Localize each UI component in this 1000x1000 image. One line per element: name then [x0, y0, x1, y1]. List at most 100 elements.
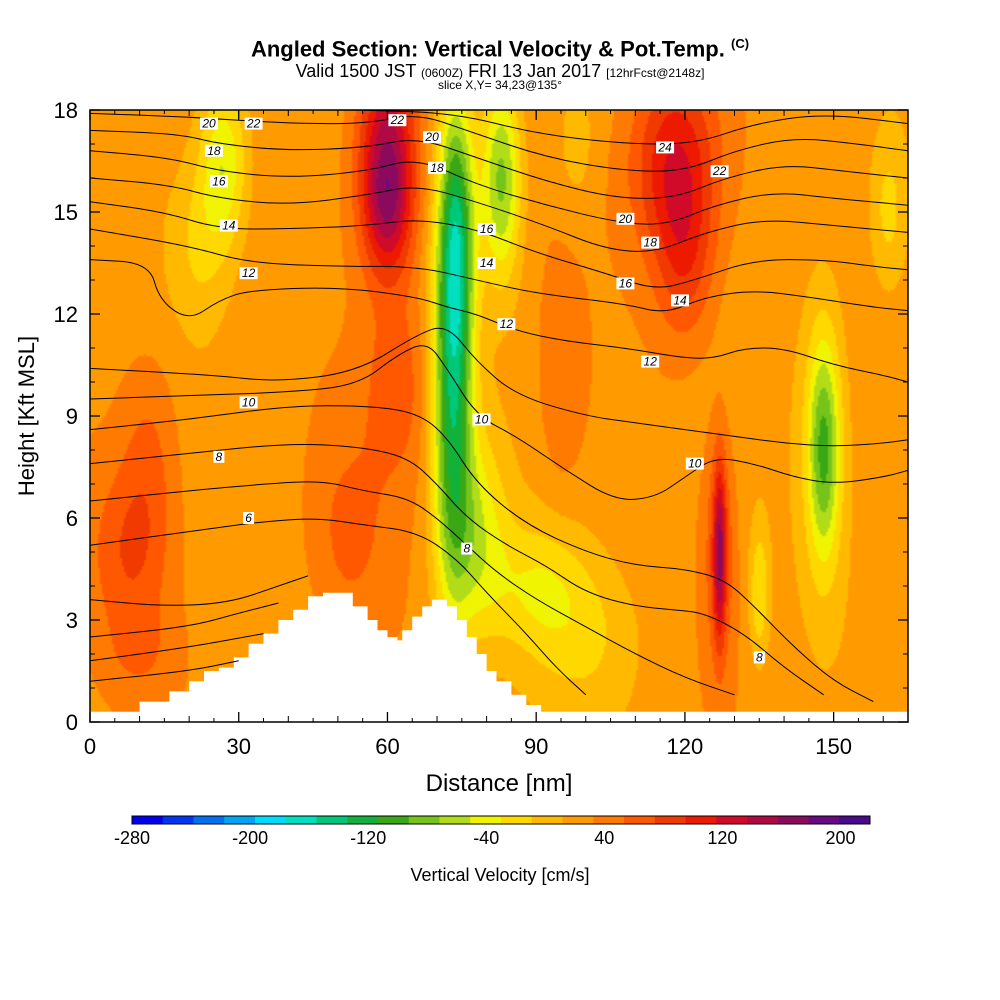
- terrain-mask: [90, 592, 908, 722]
- contour-label-text: 22: [712, 164, 727, 178]
- colorbar-swatch: [193, 816, 225, 824]
- contour-label: 20: [423, 130, 442, 144]
- theta-contour-line: [90, 327, 908, 447]
- x-tick-label: 150: [815, 734, 852, 759]
- contour-label-text: 16: [480, 222, 494, 236]
- contour-label-text: 22: [390, 113, 405, 127]
- colorbar-swatch: [531, 816, 563, 824]
- contour-label-bg: [204, 144, 223, 157]
- contour-label-text: 20: [201, 117, 216, 131]
- contour-label-bg: [616, 212, 635, 225]
- theta-contour-line: [90, 660, 239, 682]
- colorbar-swatch: [808, 816, 840, 824]
- contour-label-bg: [477, 223, 496, 235]
- colorbar-swatch: [439, 816, 471, 824]
- velocity-field: [90, 110, 908, 722]
- contour-label-text: 12: [242, 266, 256, 280]
- contour-label: 18: [428, 161, 446, 175]
- contour-label-bg: [239, 267, 258, 280]
- contour-label: 14: [477, 256, 496, 270]
- contour-label-bg: [209, 175, 228, 188]
- colorbar-tick-label: -200: [232, 828, 268, 848]
- colorbar-swatch: [132, 816, 164, 824]
- contour-label-text: 24: [657, 140, 672, 154]
- x-axis-label: Distance [nm]: [426, 770, 573, 797]
- y-tick-label: 12: [54, 302, 78, 327]
- contour-label-bg: [428, 161, 446, 174]
- colorbar-swatch: [162, 816, 194, 824]
- contour-label-text: 12: [644, 355, 658, 369]
- colorbar-frame: [131, 815, 871, 825]
- contour-label-bg: [497, 318, 516, 331]
- contour-label-text: 14: [222, 219, 236, 233]
- theta-contour-line: [90, 150, 908, 225]
- contour-label: 12: [641, 355, 660, 369]
- contour-label: 24: [656, 140, 675, 154]
- colorbar-tick-label: -280: [114, 828, 150, 848]
- title-unit: (C): [731, 36, 750, 51]
- contour-label-text: 22: [246, 117, 261, 131]
- contour-label: 22: [388, 113, 407, 127]
- y-tick-label: 18: [54, 98, 78, 123]
- theta-contour-line: [90, 481, 735, 696]
- colorbar-swatch: [654, 816, 686, 824]
- theta-contour-line: [90, 518, 587, 696]
- theta-contour-line: [90, 602, 279, 638]
- contour-label-text: 8: [756, 650, 763, 664]
- theta-contours: [90, 110, 908, 703]
- contour-label: 18: [641, 236, 660, 250]
- contour-label-bg: [423, 131, 442, 144]
- theta-contour-line: [90, 201, 908, 288]
- x-tick-label: 60: [375, 734, 399, 759]
- colorbar-swatch: [562, 816, 594, 824]
- theta-contour-line: [90, 575, 309, 606]
- contour-label: 8: [753, 650, 765, 664]
- contour-label-bg: [219, 219, 238, 232]
- contour-label-text: 12: [500, 317, 514, 331]
- contour-label-bg: [243, 512, 255, 524]
- colorbar-swatch: [408, 816, 440, 824]
- contour-label: 16: [477, 222, 496, 236]
- colorbar-swatch: [255, 816, 287, 824]
- colorbar-swatch: [501, 816, 533, 824]
- theta-contour-line: [90, 112, 908, 172]
- contour-label: 20: [616, 212, 635, 226]
- colorbar-swatch: [316, 816, 348, 824]
- colorbar-swatch: [777, 816, 809, 824]
- x-tick-label: 120: [667, 734, 704, 759]
- contour-label-text: 14: [480, 256, 494, 270]
- y-axis: 0 3 6 9 12 15 18: [54, 98, 908, 735]
- contour-label-text: 10: [688, 457, 702, 471]
- contour-label-text: 20: [424, 130, 439, 144]
- theta-contour-line: [90, 443, 824, 696]
- theta-contour-line: [90, 228, 908, 312]
- contour-label-text: 20: [618, 212, 633, 226]
- theta-contour-line: [90, 129, 908, 199]
- contour-label: 18: [204, 144, 223, 158]
- colorbar-swatch: [839, 816, 871, 824]
- contour-label-text: 10: [242, 395, 256, 409]
- contour-label-text: 16: [212, 174, 226, 188]
- chart-title: Angled Section: Vertical Velocity & Pot.…: [250, 36, 750, 62]
- contour-label-text: 16: [619, 276, 633, 290]
- contour-label-text: 18: [207, 144, 221, 158]
- contour-label-bg: [641, 236, 660, 249]
- contour-label-bg: [656, 141, 675, 154]
- contour-label: 10: [239, 395, 258, 409]
- colorbar-tick-label: 200: [825, 828, 855, 848]
- colorbar-swatch: [593, 816, 625, 824]
- colorbar-swatch: [685, 816, 717, 824]
- colorbar-swatch: [470, 816, 502, 824]
- theta-contour-line: [90, 177, 908, 252]
- contour-label: 10: [685, 457, 704, 471]
- colorbar-swatch: [624, 816, 656, 824]
- contour-label-bg: [200, 117, 218, 130]
- contour-label-text: 10: [475, 412, 489, 426]
- x-axis: 0 30 60 90 120 150: [84, 110, 884, 759]
- contour-label-bg: [671, 294, 689, 307]
- y-tick-label: 0: [66, 710, 78, 735]
- theta-contour-line: [90, 259, 908, 383]
- colorbar-tick-label: 40: [594, 828, 614, 848]
- theta-contour-line: [90, 633, 264, 662]
- contour-label-bg: [685, 457, 704, 470]
